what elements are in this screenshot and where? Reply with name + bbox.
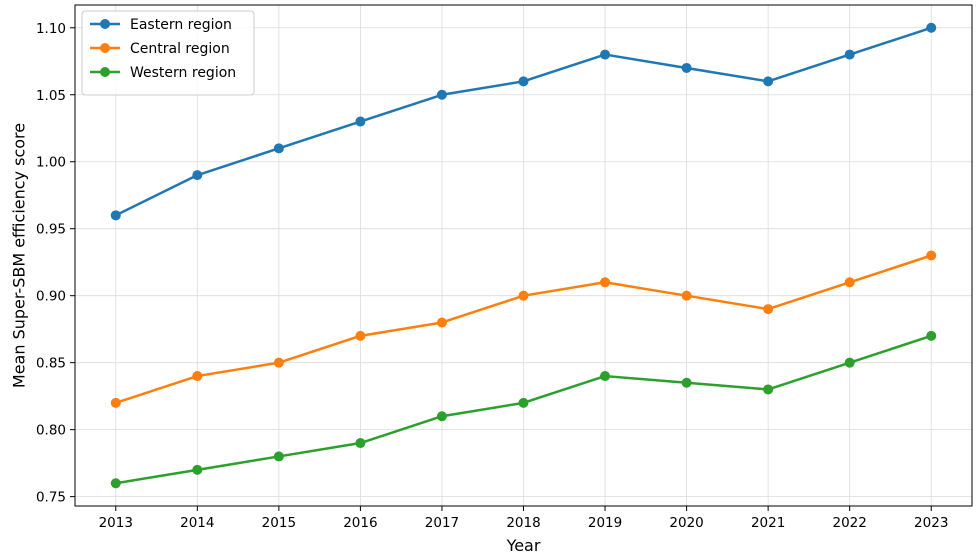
eastern-region-point — [600, 49, 611, 60]
legend-marker-central-region — [100, 43, 110, 53]
grid — [75, 5, 972, 506]
western-region-point — [436, 411, 447, 422]
series-group — [110, 22, 937, 489]
legend-label-eastern-region: Eastern region — [130, 17, 232, 33]
central-region-point — [926, 250, 937, 261]
x-tick-label: 2015 — [262, 515, 296, 531]
central-region-point — [681, 290, 692, 301]
y-axis: 0.75 0.80 0.85 0.90 0.95 1.00 1.05 1.10 — [36, 21, 75, 506]
eastern-region-point — [926, 22, 937, 33]
eastern-region-point — [844, 49, 855, 60]
eastern-region-point — [192, 170, 203, 181]
legend-marker-western-region — [100, 67, 110, 77]
western-region-point — [518, 397, 529, 408]
legend-label-western-region: Western region — [130, 65, 236, 81]
central-region-point — [600, 277, 611, 288]
x-axis: 2013 2014 2015 2016 2017 2018 2019 2020 2021 2022… — [99, 506, 948, 531]
western-region-point — [926, 330, 937, 341]
western-region-point — [600, 371, 611, 382]
western-region-point — [110, 478, 121, 489]
eastern-region-point — [518, 76, 529, 87]
x-tick-label: 2017 — [425, 515, 459, 531]
x-tick-label: 2021 — [751, 515, 785, 531]
x-tick-label: 2014 — [180, 515, 214, 531]
central-region-point — [192, 371, 203, 382]
western-region-point — [763, 384, 774, 395]
y-tick-label: 1.05 — [36, 88, 66, 104]
legend: Eastern region Central region Western regi… — [81, 10, 255, 96]
central-region-point — [763, 304, 774, 315]
central-region-point — [273, 357, 284, 368]
x-tick-label: 2019 — [588, 515, 622, 531]
legend-marker-eastern-region — [100, 19, 110, 29]
central-region-point — [110, 397, 121, 408]
y-tick-label: 0.90 — [36, 289, 66, 305]
eastern-region-point — [681, 62, 692, 73]
western-region-point — [355, 438, 366, 449]
y-tick-label: 0.95 — [36, 222, 66, 238]
legend-box — [81, 10, 255, 96]
x-tick-label: 2016 — [343, 515, 377, 531]
western-region-point — [192, 464, 203, 475]
x-tick-label: 2020 — [669, 515, 703, 531]
y-tick-label: 1.00 — [36, 155, 66, 171]
legend-label-central-region: Central region — [130, 41, 230, 57]
eastern-region-point — [110, 210, 121, 221]
eastern-region-point — [273, 143, 284, 154]
western-region-point — [681, 377, 692, 388]
x-tick-label: 2022 — [833, 515, 867, 531]
y-tick-label: 0.85 — [36, 356, 66, 372]
western-region-point — [273, 451, 284, 462]
x-tick-label: 2018 — [506, 515, 540, 531]
eastern-region-point — [436, 89, 447, 100]
central-region-point — [518, 290, 529, 301]
y-axis-label: Mean Super-SBM efficiency score — [10, 123, 29, 388]
eastern-region-point — [763, 76, 774, 87]
eastern-region-point — [355, 116, 366, 127]
western-region-point — [844, 357, 855, 368]
y-tick-label: 1.10 — [36, 21, 66, 37]
central-region-point — [844, 277, 855, 288]
x-tick-label: 2023 — [914, 515, 948, 531]
y-tick-label: 0.75 — [36, 490, 66, 506]
central-region-point — [355, 330, 366, 341]
central-region-point — [436, 317, 447, 328]
y-tick-label: 0.80 — [36, 423, 66, 439]
x-tick-label: 2013 — [99, 515, 133, 531]
x-axis-label: Year — [506, 536, 541, 555]
